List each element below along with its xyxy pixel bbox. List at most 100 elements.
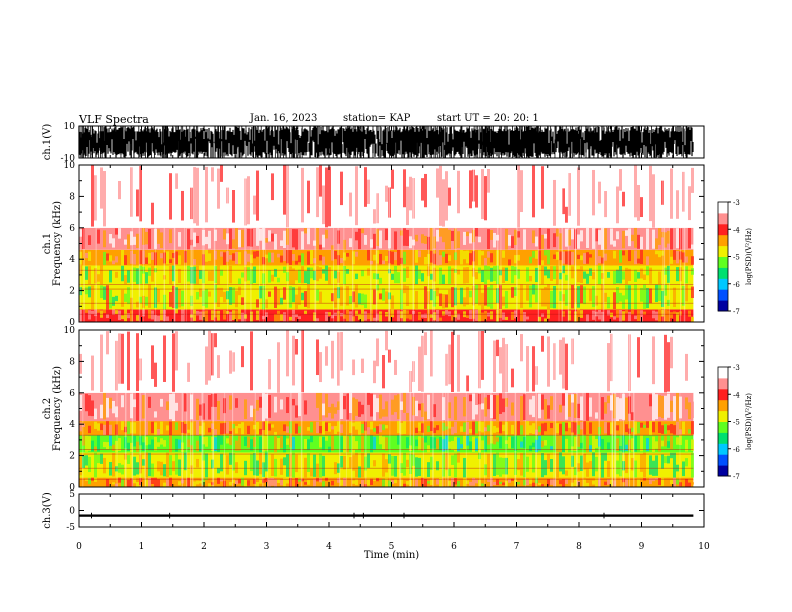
ch2-texture-cell xyxy=(556,401,559,421)
ch2-texture-cell xyxy=(646,330,649,390)
ch1-texture-cell xyxy=(601,183,604,225)
ch2-texture-cell xyxy=(472,464,475,476)
ch2-texture-cell xyxy=(175,453,178,475)
ch1-colorbar-cell xyxy=(718,204,728,208)
ch2-texture-cell xyxy=(379,332,382,348)
ch1-texture-cell xyxy=(358,269,361,277)
ch2-texture-cell xyxy=(490,477,493,487)
ch2-texture-cell xyxy=(691,421,694,435)
ch2-texture-cell xyxy=(145,396,148,421)
ch1-texture-cell xyxy=(355,231,358,241)
ch1-texture-cell xyxy=(655,273,658,284)
ch1-texture-cell xyxy=(637,310,640,321)
ch1-texture-cell xyxy=(175,239,178,245)
ch1-texture-cell xyxy=(475,309,478,321)
ch2-texture-cell xyxy=(592,396,595,403)
ch2-texture-cell xyxy=(610,395,613,411)
ch1-texture-cell xyxy=(589,289,592,302)
ch1-texture-cell xyxy=(685,266,688,284)
ch1-texture-cell xyxy=(289,186,292,203)
ch1-texture-cell xyxy=(577,286,580,308)
xtick-label: 2 xyxy=(201,542,207,552)
ch1-texture-cell xyxy=(514,266,517,276)
ch2-colorbar-tick-label: -4 xyxy=(733,391,740,399)
ch1-texture-cell xyxy=(679,251,682,260)
ch2-texture-cell xyxy=(112,400,115,414)
ch2-texture-cell xyxy=(196,480,199,485)
station-label: station= KAP xyxy=(343,113,411,124)
ch2-texture-cell xyxy=(259,478,262,484)
ch1-texture-cell xyxy=(553,315,556,322)
ch2-texture-cell xyxy=(244,436,247,446)
ch2-texture-cell xyxy=(532,482,535,487)
ch1-texture-cell xyxy=(319,267,322,279)
ch1-texture-cell xyxy=(343,239,346,250)
ch2-texture-cell xyxy=(481,330,484,380)
ch1-texture-cell xyxy=(178,232,181,247)
ch1-texture-cell xyxy=(358,250,361,257)
ch1-texture-cell xyxy=(97,309,100,313)
ch2-texture-cell xyxy=(127,421,130,435)
ch2-texture-cell xyxy=(253,479,256,484)
ch1-texture-cell xyxy=(265,238,268,243)
ch1-texture-cell xyxy=(316,228,319,250)
ch1-texture-cell xyxy=(466,250,469,264)
ch1-texture-cell xyxy=(574,250,577,263)
ch2-texture-cell xyxy=(574,422,577,435)
ch2-texture-cell xyxy=(82,481,85,486)
ch2-texture-cell xyxy=(571,482,574,487)
ch2-texture-cell xyxy=(580,422,583,430)
ch2-texture-cell xyxy=(328,358,331,388)
ch1-texture-cell xyxy=(562,188,565,215)
ch1-texture-cell xyxy=(466,267,469,284)
ch1-texture-cell xyxy=(235,265,238,284)
ch1-texture-cell xyxy=(556,228,559,237)
ch2-texture-cell xyxy=(451,440,454,451)
ch1-texture-cell xyxy=(259,313,262,322)
ch1-texture-cell xyxy=(514,287,517,297)
ch1-texture-cell xyxy=(688,310,691,317)
ch1-texture-cell xyxy=(409,284,412,309)
ch1-colorbar-cell xyxy=(718,226,728,230)
ch1-texture-cell xyxy=(400,257,403,264)
ch2-texture-cell xyxy=(640,394,643,406)
ch1-texture-cell xyxy=(688,227,691,249)
ch1-texture-cell xyxy=(106,171,109,218)
ch1-texture-cell xyxy=(103,230,106,248)
ch2-texture-cell xyxy=(499,347,502,374)
ch1-texture-cell xyxy=(160,232,163,249)
ch1-texture-cell xyxy=(337,271,340,283)
ch1-texture-cell xyxy=(187,311,190,321)
ch2-texture-cell xyxy=(559,404,562,413)
ch1-texture-cell xyxy=(409,270,412,277)
ch1-texture-cell xyxy=(427,177,430,191)
ch1-texture-cell xyxy=(637,184,640,221)
ch2-texture-cell xyxy=(646,403,649,417)
ch2-texture-cell xyxy=(403,348,406,374)
ch1-texture-cell xyxy=(313,291,316,307)
ch2-texture-cell xyxy=(592,423,595,433)
ch2-texture-cell xyxy=(652,478,655,482)
ch1-texture-cell xyxy=(394,311,397,322)
ch2-texture-cell xyxy=(238,453,241,474)
ch1-texture-cell xyxy=(184,250,187,263)
ch1-texture-cell xyxy=(664,267,667,275)
ch1-texture-cell xyxy=(421,178,424,201)
ch2-texture-cell xyxy=(679,435,682,446)
ch1-texture-cell xyxy=(211,251,214,262)
ch2-texture-cell xyxy=(577,425,580,435)
ch1-texture-cell xyxy=(124,239,127,245)
ch2-ytick-label: 8 xyxy=(69,357,75,367)
ch2-texture-cell xyxy=(523,421,526,435)
ch1-texture-cell xyxy=(394,252,397,261)
ch2-texture-cell xyxy=(472,477,475,486)
ch2-texture-cell xyxy=(391,480,394,485)
ch2-texture-cell xyxy=(460,444,463,449)
ch2-texture-cell xyxy=(238,424,241,429)
ch2-texture-cell xyxy=(472,421,475,435)
ch1-texture-cell xyxy=(289,230,292,244)
ch1-texture-cell xyxy=(307,284,310,309)
ch2-texture-cell xyxy=(658,460,661,469)
ch3-waveform-ytick-label: 5 xyxy=(69,490,75,500)
ch1-texture-cell xyxy=(379,311,382,322)
